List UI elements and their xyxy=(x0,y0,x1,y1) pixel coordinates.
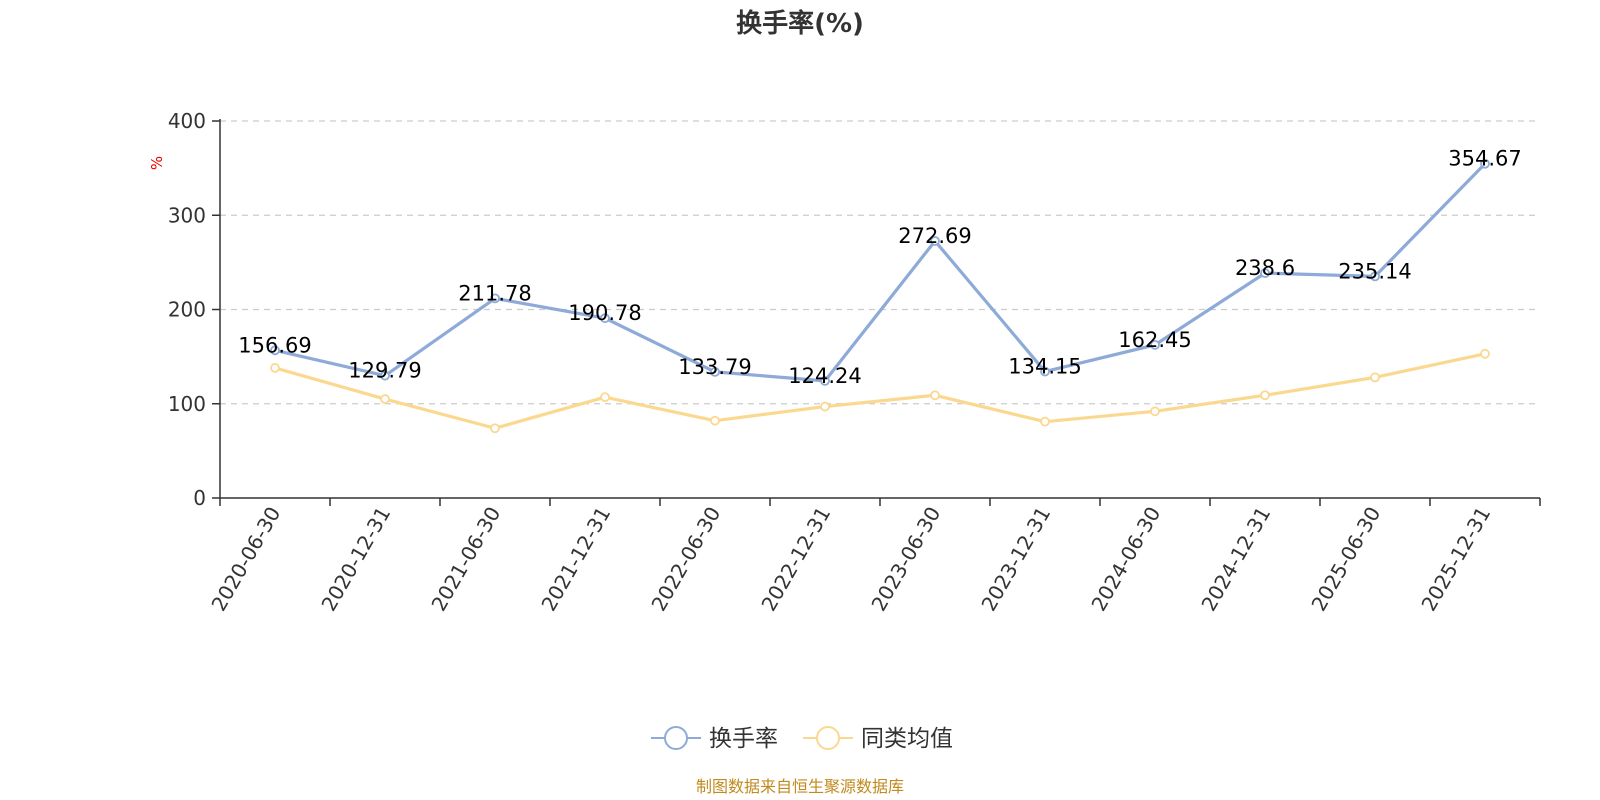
y-tick-label: 100 xyxy=(168,392,206,416)
series-point-1 xyxy=(930,390,940,401)
data-label: 133.79 xyxy=(678,355,751,379)
legend-marker xyxy=(664,726,688,750)
y-tick-label: 0 xyxy=(193,486,206,510)
x-tick-label: 2021-12-31 xyxy=(536,503,615,616)
x-tick-label: 2020-12-31 xyxy=(316,503,395,616)
x-tick-label: 2025-12-31 xyxy=(1416,503,1495,616)
series-point-0 xyxy=(930,236,940,246)
data-label: 235.14 xyxy=(1338,259,1411,283)
series-point-1 xyxy=(1040,416,1050,427)
series-line-1 xyxy=(274,352,1486,430)
x-tick-label: 2023-12-31 xyxy=(976,503,1055,616)
data-label: 211.78 xyxy=(458,281,531,305)
legend-label: 换手率 xyxy=(709,726,778,752)
data-label: 134.15 xyxy=(1008,355,1081,379)
data-labels: 156.69 129.79 211.78 190.78 133.79 124.24 272.… xyxy=(238,147,1521,388)
data-label: 129.79 xyxy=(348,359,421,383)
series-point-1 xyxy=(820,401,830,412)
series-point-0 xyxy=(710,367,720,377)
data-label: 124.24 xyxy=(788,364,861,388)
x-tick-label: 2020-06-30 xyxy=(206,503,285,616)
series-point-0 xyxy=(380,370,390,381)
legend[interactable]: 换手率 同类均值 xyxy=(651,726,953,752)
legend-item-1[interactable]: 同类均值 xyxy=(803,726,953,752)
series-point-1 xyxy=(490,423,500,434)
y-tick-label: 400 xyxy=(168,109,206,133)
series-point-0 xyxy=(1150,339,1160,350)
series-point-1 xyxy=(600,392,610,403)
series-point-1 xyxy=(270,363,280,373)
x-tick-label: 2024-12-31 xyxy=(1196,503,1275,616)
y-tick-label: 200 xyxy=(168,298,206,322)
series-point-0 xyxy=(1480,158,1490,169)
data-label: 190.78 xyxy=(568,301,641,325)
x-tick-label: 2022-12-31 xyxy=(756,503,835,616)
data-label: 162.45 xyxy=(1118,328,1191,352)
data-source-note: 制图数据来自恒生聚源数据库 xyxy=(696,777,904,796)
series-point-0 xyxy=(600,313,610,324)
data-label: 354.67 xyxy=(1448,147,1521,171)
series-layer xyxy=(270,158,1490,434)
gridlines xyxy=(220,120,1540,405)
legend-marker xyxy=(816,726,840,750)
series-point-1 xyxy=(1150,406,1160,417)
series-point-0 xyxy=(1040,366,1050,377)
x-tick-label: 2024-06-30 xyxy=(1086,503,1165,616)
x-tick-label: 2025-06-30 xyxy=(1306,503,1385,616)
y-axis-unit-label: % xyxy=(148,156,166,170)
data-label: 272.69 xyxy=(898,224,971,248)
legend-label: 同类均值 xyxy=(861,726,953,752)
x-tick-label: 2021-06-30 xyxy=(426,503,505,616)
series-point-1 xyxy=(1260,390,1270,401)
series-line-0 xyxy=(274,162,1487,383)
legend-item-0[interactable]: 换手率 xyxy=(651,726,778,752)
data-label: 238.6 xyxy=(1235,256,1295,280)
series-point-1 xyxy=(380,394,390,404)
series-point-0 xyxy=(1260,268,1270,279)
series-point-0 xyxy=(490,293,500,304)
series-point-1 xyxy=(710,415,720,426)
chart-title: 换手率(%) xyxy=(736,8,864,39)
data-label: 156.69 xyxy=(238,333,311,357)
x-tick-label: 2023-06-30 xyxy=(866,503,945,616)
series-point-0 xyxy=(1370,271,1380,282)
series-point-1 xyxy=(1480,348,1490,359)
x-tick-label: 2022-06-30 xyxy=(646,503,725,616)
series-point-0 xyxy=(820,376,830,386)
series-point-1 xyxy=(1370,372,1380,383)
series-point-0 xyxy=(270,345,280,356)
y-tick-label: 300 xyxy=(168,203,206,227)
